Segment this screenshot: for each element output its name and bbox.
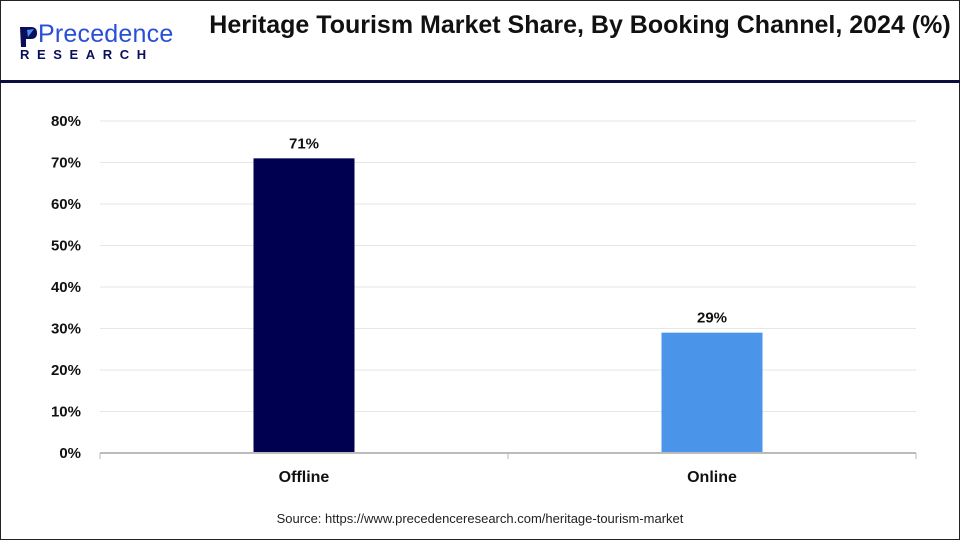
y-tick-label: 40% [51, 279, 81, 296]
y-tick-label: 60% [51, 196, 81, 213]
y-tick-label: 30% [51, 321, 81, 338]
logo-text-top: Precedence [38, 20, 174, 48]
header-divider [0, 80, 960, 83]
data-label: 71% [289, 135, 319, 152]
y-tick-label: 0% [59, 445, 81, 462]
logo: Precedence RESEARCH [18, 20, 173, 62]
x-category-label: Offline [279, 469, 330, 486]
x-category-label: Online [687, 469, 737, 486]
y-tick-label: 80% [51, 113, 81, 130]
logo-text-bottom: RESEARCH [20, 47, 154, 62]
bar-offline [253, 158, 355, 453]
y-tick-label: 50% [51, 238, 81, 255]
bar-online [661, 332, 763, 453]
chart-title: Heritage Tourism Market Share, By Bookin… [209, 11, 951, 39]
y-tick-label: 70% [51, 155, 81, 172]
data-label: 29% [697, 310, 727, 327]
source-note: Source: https://www.precedenceresearch.c… [276, 511, 684, 526]
y-tick-label: 20% [51, 362, 81, 379]
logo-mark-icon [20, 27, 37, 47]
y-tick-label: 10% [51, 404, 81, 421]
